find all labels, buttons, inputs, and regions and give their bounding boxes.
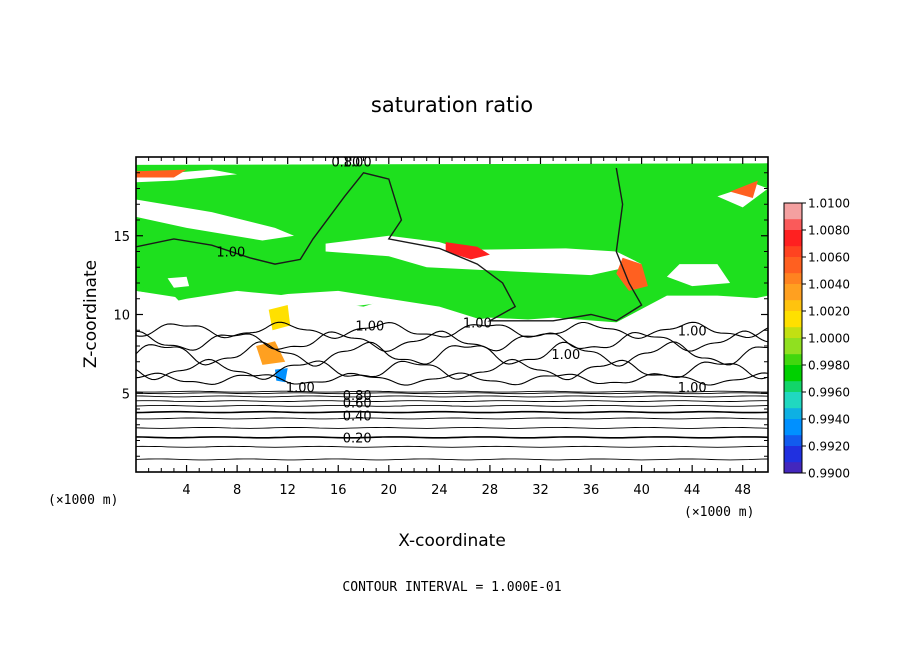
y-axis-label: Z-coordinate	[81, 260, 101, 368]
colorbar-blend-6	[784, 381, 802, 393]
contour-interval-note: CONTOUR INTERVAL = 1.000E-01	[342, 580, 561, 595]
colorbar-label-8: 0.9940	[808, 413, 850, 427]
unsaturated-region-4	[717, 183, 768, 208]
extreme-region-2	[136, 169, 187, 178]
extreme-region-0	[445, 242, 490, 260]
unsaturated-region-1	[136, 169, 238, 183]
contour-label-0: 1.00	[343, 156, 372, 171]
y-axis-ticks: 5 10 15	[113, 172, 768, 457]
contour-label-5: 1.00	[551, 348, 580, 363]
colorbar-blend-9	[784, 462, 802, 474]
colorbar-label-1: 1.0080	[808, 224, 850, 238]
x-unit-note-left: (×1000 m)	[48, 493, 118, 508]
bottom-contour-line-2	[136, 436, 768, 439]
bottom-contour-line-10	[136, 390, 768, 393]
y-tick-label-2: 15	[113, 230, 130, 245]
colorbar-blend-3	[784, 300, 802, 312]
y-tick-label-1: 10	[113, 309, 130, 324]
x-tick-label-10: 44	[684, 483, 701, 498]
colorbar-label-5: 1.0000	[808, 332, 850, 346]
colorbar-blend-8	[784, 435, 802, 447]
x-tick-label-0: 4	[182, 483, 190, 498]
contour-label-10: 0.60	[343, 397, 372, 412]
contour-lines	[136, 167, 768, 461]
colorbar-label-9: 0.9920	[808, 440, 850, 454]
contour-label-12: 0.20	[343, 431, 372, 446]
unsaturated-region-3	[666, 264, 731, 287]
x-unit-note-right: (×1000 m)	[684, 505, 754, 520]
ripple-contour-0	[136, 341, 768, 367]
bottom-contour-line-0	[136, 458, 768, 461]
y-tick-label-0: 5	[122, 387, 130, 402]
bottom-contour-line-1	[136, 445, 768, 448]
x-tick-label-6: 28	[482, 483, 499, 498]
colorbar-label-7: 0.9960	[808, 386, 850, 400]
x-axis-label: X-coordinate	[398, 531, 506, 551]
x-tick-label-1: 8	[233, 483, 241, 498]
contour-label-2: 1.00	[216, 246, 245, 261]
extreme-region-3	[730, 180, 758, 198]
unsaturated-region-5	[167, 276, 190, 288]
ripple-contour-1	[136, 330, 768, 352]
colorbar-blend-5	[784, 354, 802, 366]
extreme-regions	[136, 169, 758, 383]
contour-label-8: 1.00	[286, 381, 315, 396]
x-tick-label-7: 32	[532, 483, 549, 498]
bottom-contour-line-8	[136, 395, 768, 398]
x-tick-label-3: 16	[330, 483, 347, 498]
ripple-contour-3	[136, 321, 768, 339]
x-tick-label-2: 12	[279, 483, 296, 498]
contour-label-3: 1.00	[355, 320, 384, 335]
colorbar-label-4: 1.0020	[808, 305, 850, 319]
x-tick-label-4: 20	[381, 483, 398, 498]
bottom-contour-line-5	[136, 410, 768, 414]
filled-region-3	[136, 163, 768, 170]
bottom-contour-line-9	[136, 392, 768, 395]
x-tick-label-11: 48	[734, 483, 751, 498]
bottom-contour-line-7	[136, 400, 768, 403]
chart-title: saturation ratio	[371, 93, 533, 117]
saturation-contour-1.00	[136, 167, 643, 322]
bottom-contour-line-6	[136, 404, 768, 407]
colorbar-label-10: 0.9900	[808, 467, 850, 481]
colorbar-blend-4	[784, 327, 802, 339]
colorbar-label-6: 0.9980	[808, 359, 850, 373]
bottom-contour-line-4	[136, 417, 768, 420]
contour-label-6: 1.00	[678, 324, 707, 339]
colorbar-blend-1	[784, 246, 802, 258]
contour-label-4: 1.00	[463, 316, 492, 331]
contour-label-7: 1.00	[678, 381, 707, 396]
contour-labels: 1.000.801.001.00 1.001.001.001.001.000.80…	[216, 156, 706, 447]
contour-label-9: 0.80	[343, 389, 372, 404]
contour-label-1: 0.80	[331, 156, 360, 171]
x-tick-label-5: 24	[431, 483, 448, 498]
extreme-region-1	[616, 257, 648, 291]
colorbar-label-3: 1.0040	[808, 278, 850, 292]
colorbar-blend-2	[784, 273, 802, 285]
ripple-contour-4	[136, 372, 768, 386]
contour-label-11: 0.40	[343, 409, 372, 424]
extreme-region-4	[256, 341, 286, 365]
bottom-contour-line-3	[136, 426, 768, 429]
x-tick-label-9: 40	[633, 483, 650, 498]
x-tick-label-8: 36	[583, 483, 600, 498]
unsaturated-region-0	[136, 199, 294, 241]
plot-area	[136, 157, 768, 472]
x-axis-ticks: 4 8 12 16 20 24 28 32 36 40 44 48	[148, 157, 756, 498]
colorbar-blend-7	[784, 408, 802, 420]
colorbar-blend-0	[784, 219, 802, 231]
colorbar-label-0: 1.0100	[808, 197, 850, 211]
colorbar: 1.0100 1.0080 1.0060 1.0040 1.0020 1.0000 0.99…	[783, 197, 850, 481]
colorbar-label-2: 1.0060	[808, 251, 850, 265]
